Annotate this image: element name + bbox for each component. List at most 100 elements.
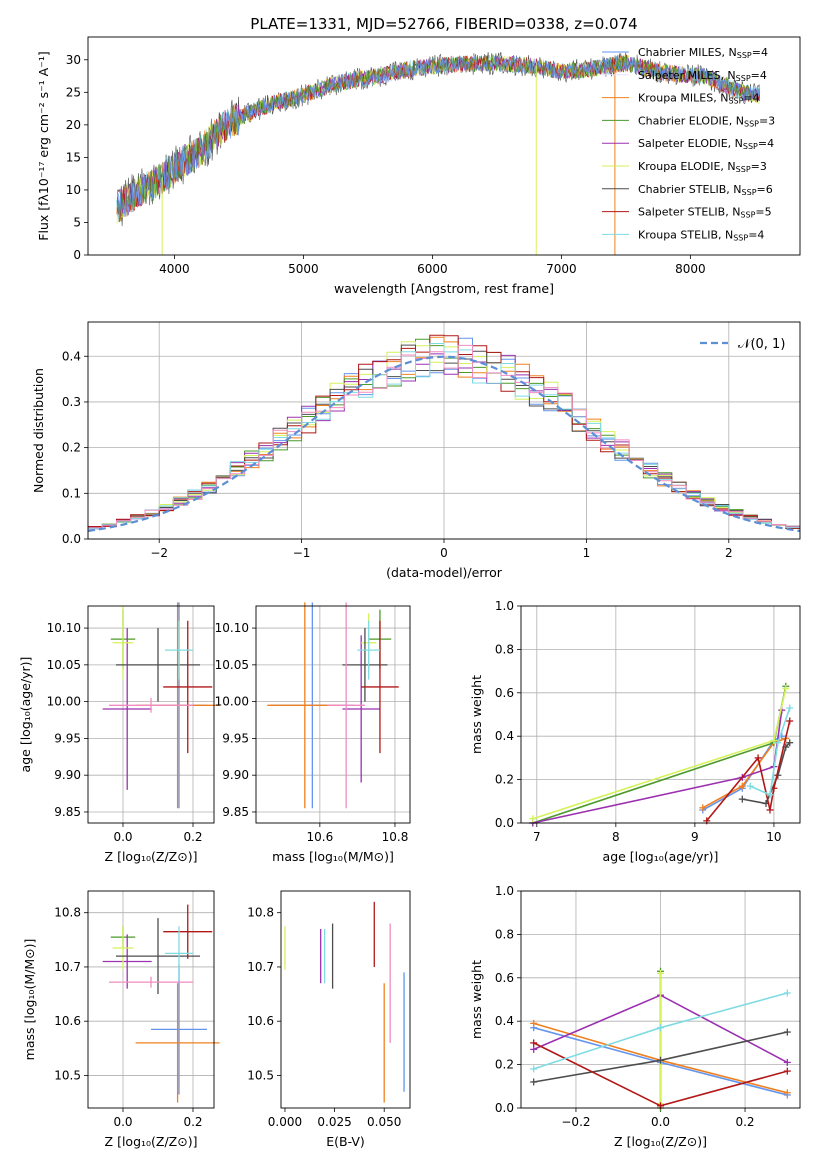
x-tick-label: 4000: [159, 262, 190, 276]
residual-histogram-pink: [87, 344, 800, 539]
y-tick-label: 10: [66, 183, 81, 197]
mass-weight-line-kroupa_elodie: [532, 688, 787, 820]
y-tick-label: 20: [66, 118, 81, 132]
axes-frame: [87, 321, 801, 540]
x-axis-label: Z [log₁₀(Z/Z⊙)]: [614, 1134, 707, 1149]
age-vs-metallicity-panel: 0.0 0.2 9.85 9.90 9.95 10.00 10.05 10.10 Z [log₁…: [18, 602, 220, 864]
y-axis-label: mass weight: [469, 960, 484, 1039]
x-tick-label: 0.025: [317, 1115, 351, 1129]
residual-histogram-kroupa_stelib: [87, 343, 800, 539]
y-tick-label: 10.05: [47, 658, 81, 672]
y-tick-label: 0.2: [495, 773, 514, 787]
x-tick-label: 0.050: [367, 1115, 401, 1129]
mass-vs-ebv-panel: 0.000 0.025 0.050 10.5 10.6 10.7 10.8 E(B-V): [247, 890, 411, 1149]
x-axis-label: E(B-V): [326, 1134, 365, 1149]
legend-label: 𝒩(0, 1): [738, 337, 785, 352]
y-tick-label: 0.0: [495, 816, 514, 830]
axes-frame: [520, 890, 801, 1109]
age-vs-mass-panel: 10.6 10.8 9.85 9.90 9.95 10.00 10.05 10.10 mass …: [215, 602, 411, 864]
y-tick-label: 1.0: [495, 599, 514, 613]
y-tick-label: 9.85: [222, 805, 249, 819]
y-tick-label: 10.8: [247, 906, 274, 920]
x-axis-label: mass [log₁₀(M/M⊙)]: [272, 849, 394, 864]
x-tick-label: 0.0: [651, 1115, 670, 1129]
x-tick-label: −2: [150, 546, 168, 560]
x-tick-label: 1: [583, 546, 591, 560]
x-axis-label: (data-model)/error: [386, 565, 503, 580]
y-tick-label: 0.4: [495, 729, 514, 743]
legend-label: Chabrier ELODIE, NSSP=3: [638, 114, 775, 128]
y-axis-label: Flux [fλ10⁻¹⁷ erg cm⁻² s⁻¹ A⁻¹]: [36, 51, 51, 240]
y-tick-label: 10.10: [47, 621, 81, 635]
y-tick-label: 9.90: [54, 768, 81, 782]
x-tick-label: 0.2: [735, 1115, 754, 1129]
y-tick-label: 9.85: [54, 805, 81, 819]
legend-label: Kroupa MILES, NSSP=4: [638, 92, 760, 106]
x-tick-label: 0.0: [113, 830, 132, 844]
residuals-panel: −2 −1 0 1 2 0.0 0.1 0.2 0.3 0.4 (data-model)/error…: [31, 321, 801, 580]
legend-label: Salpeter MILES, NSSP=4: [638, 69, 767, 83]
y-tick-label: 0.6: [495, 686, 514, 700]
y-tick-label: 0.1: [62, 486, 81, 500]
y-tick-label: 9.95: [54, 731, 81, 745]
mass-vs-metallicity-panel: 0.0 0.2 10.5 10.6 10.7 10.8 Z [log₁₀(Z/Z⊙)] mas…: [22, 890, 220, 1149]
x-tick-label: 10.6: [306, 830, 333, 844]
mass-weight-line-kroupa_stelib: [749, 707, 791, 796]
mass-weight-vs-metallicity-panel: −0.2 0.0 0.2 0.0 0.2 0.4 0.6 0.8 1.0 Z [log₁₀(Z/Z…: [469, 884, 801, 1149]
x-tick-label: 10.8: [382, 830, 409, 844]
x-tick-label: 7000: [546, 262, 577, 276]
y-tick-label: 10.10: [215, 621, 249, 635]
y-tick-label: 25: [66, 85, 81, 99]
y-tick-label: 10.6: [247, 1014, 274, 1028]
y-tick-label: 10.00: [47, 695, 81, 709]
x-tick-label: 2: [725, 546, 733, 560]
y-tick-label: 0.3: [62, 395, 81, 409]
y-tick-label: 0.8: [495, 642, 514, 656]
x-axis-label: Z [log₁₀(Z/Z⊙)]: [105, 849, 198, 864]
axes-frame: [520, 605, 801, 824]
y-tick-label: 9.90: [222, 768, 249, 782]
x-tick-label: 5000: [288, 262, 319, 276]
y-tick-label: 10.7: [247, 960, 274, 974]
page-title: PLATE=1331, MJD=52766, FIBERID=0338, z=0…: [250, 15, 637, 33]
y-tick-label: 0.8: [495, 927, 514, 941]
y-tick-label: 0.0: [495, 1101, 514, 1115]
x-tick-label: 0.2: [183, 1115, 202, 1129]
y-tick-label: 1.0: [495, 884, 514, 898]
x-tick-label: 8: [612, 830, 620, 844]
x-tick-label: 10: [766, 830, 781, 844]
y-tick-label: 0.4: [62, 349, 81, 363]
legend-label: Kroupa ELODIE, NSSP=3: [638, 160, 767, 174]
y-tick-label: 10.7: [54, 960, 81, 974]
y-axis-label: age [log₁₀(age/yr)]: [18, 657, 33, 773]
x-axis-label: wavelength [Angstrom, rest frame]: [334, 281, 554, 296]
x-tick-label: −1: [293, 546, 311, 560]
legend-label: Salpeter ELODIE, NSSP=4: [638, 137, 774, 151]
y-tick-label: 0.4: [495, 1014, 514, 1028]
mass-weight-line-salpeter_elodie: [532, 710, 783, 824]
x-tick-label: 7: [533, 830, 541, 844]
spectrum-line-chabrier_elodie: [117, 53, 760, 223]
mass-weight-line-kroupa_miles: [702, 737, 787, 809]
mass-weight-vs-age-panel: 7 8 9 10 0.0 0.2 0.4 0.6 0.8 1.0 age [log₁₀(age/yr…: [469, 599, 801, 864]
y-axis-label: Normed distribution: [31, 368, 46, 493]
legend-label: Salpeter STELIB, NSSP=5: [638, 206, 772, 220]
y-axis-label: mass weight: [469, 675, 484, 754]
spectrum-panel: 4000 5000 6000 7000 8000 0 5 10 15 20 25 30 waveleng…: [36, 36, 801, 296]
legend-label: Chabrier MILES, NSSP=4: [638, 46, 768, 60]
x-axis-label: age [log₁₀(age/yr)]: [603, 849, 719, 864]
mass-weight-line-chabrier_elodie: [532, 686, 787, 824]
y-tick-label: 15: [66, 150, 81, 164]
x-tick-label: 8000: [675, 262, 706, 276]
x-tick-label: −0.2: [561, 1115, 590, 1129]
y-tick-label: 0.2: [62, 441, 81, 455]
y-tick-label: 30: [66, 53, 81, 67]
y-tick-label: 10.5: [247, 1068, 274, 1082]
axes-frame: [87, 890, 215, 1109]
y-tick-label: 10.00: [215, 695, 249, 709]
axes-frame: [280, 890, 411, 1109]
y-tick-label: 0.6: [495, 971, 514, 985]
x-axis-label: Z [log₁₀(Z/Z⊙)]: [105, 1134, 198, 1149]
axes-frame: [87, 36, 801, 256]
y-tick-label: 0.0: [62, 532, 81, 546]
